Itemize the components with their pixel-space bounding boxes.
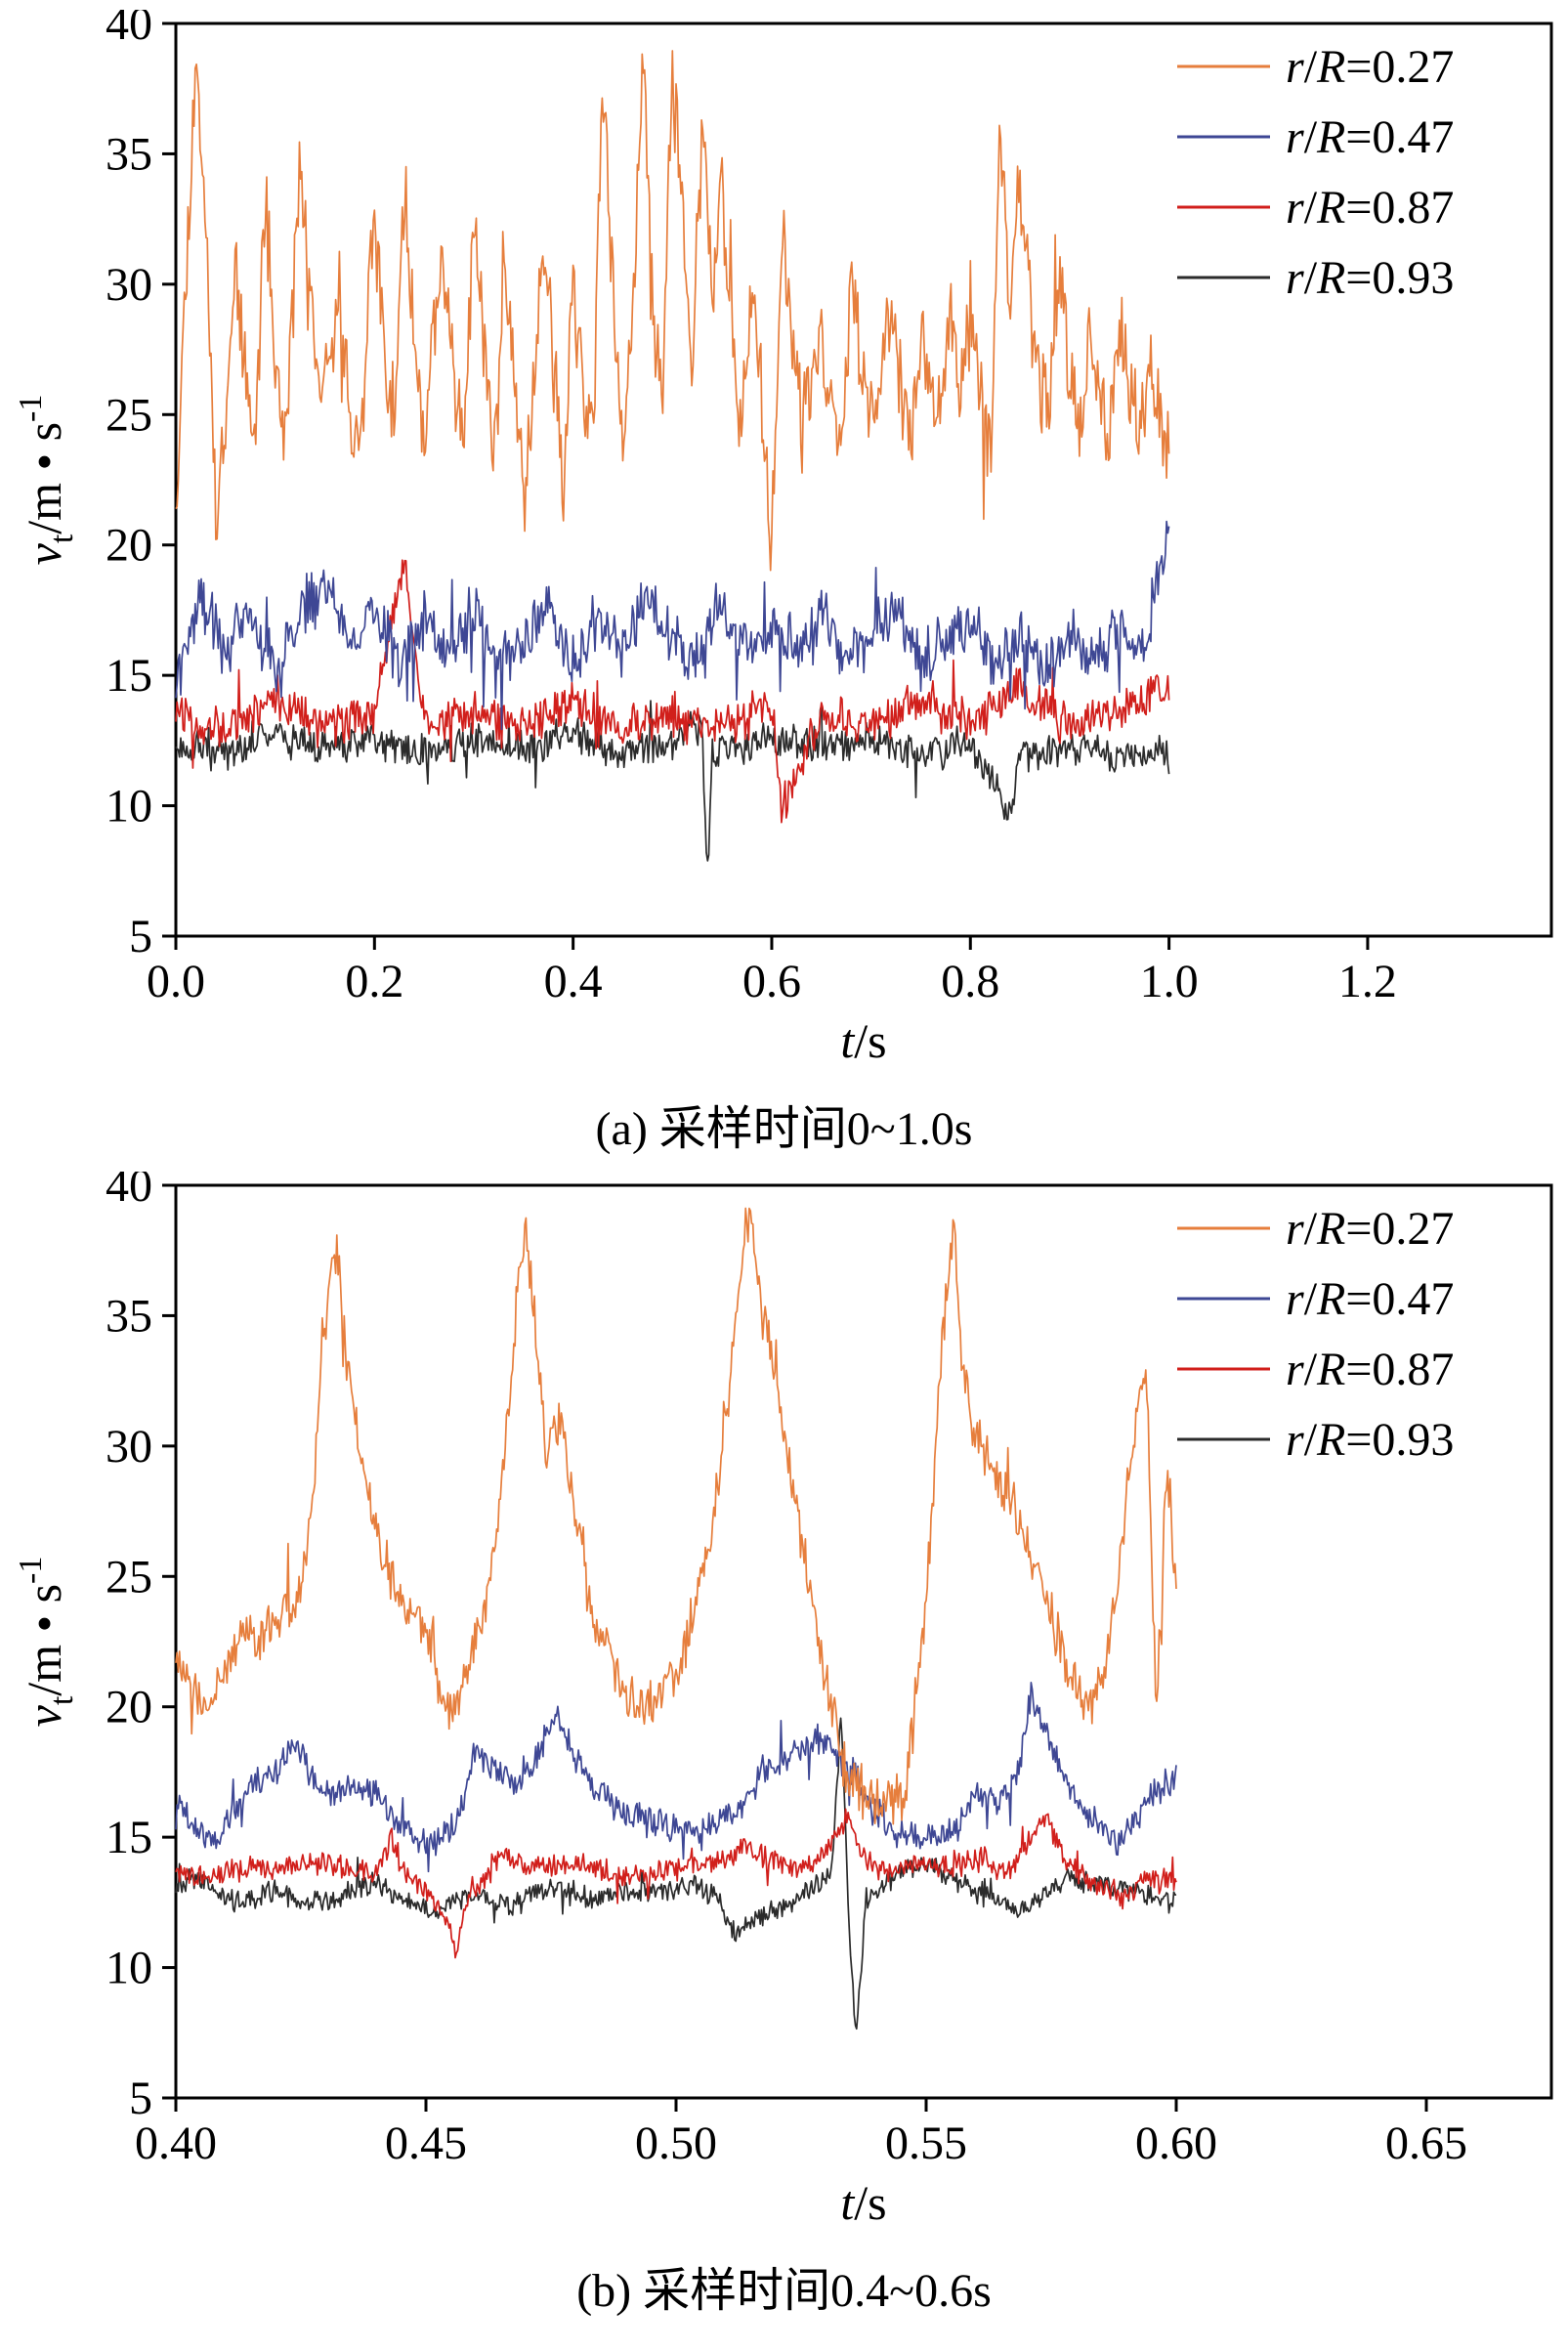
legend-entry: r/R=0.87: [1177, 1344, 1454, 1395]
series-line-0.93: [175, 700, 1170, 862]
y-tick-label: 20: [106, 520, 152, 572]
figure-a: 0.0 0.2 0.4 0.6 0.8 1.0 1.2 5 10 15 20 25 30 35 40 vt/m…: [0, 10, 1568, 1158]
y-axis-label: vt/m • s-1: [13, 395, 80, 566]
x-tick-label: 0.40: [135, 2117, 217, 2169]
x-tick-label: 1.0: [1140, 956, 1199, 1007]
legend-label: r/R=0.87: [1286, 182, 1454, 234]
x-tick-label: 0.0: [147, 956, 205, 1007]
y-tick-label: 10: [106, 781, 152, 833]
legend-label: r/R=0.93: [1286, 1414, 1454, 1466]
chart-b-caption: (b) 采样时间0.4~0.6s: [576, 2265, 992, 2317]
x-tick-label: 0.45: [385, 2117, 467, 2169]
chart-a-caption: (a) 采样时间0~1.0s: [595, 1103, 973, 1155]
x-tick-label: 0.4: [544, 956, 603, 1007]
y-tick-label: 20: [106, 1682, 152, 1733]
x-tick-label: 0.6: [742, 956, 801, 1007]
y-tick-label: 25: [106, 1551, 152, 1603]
y-tick-label: 5: [129, 911, 152, 962]
series-line-0.87: [175, 1808, 1177, 1959]
legend-entry: r/R=0.27: [1177, 1203, 1454, 1255]
y-tick-label: 30: [106, 1421, 152, 1473]
y-tick-label: 40: [106, 10, 152, 50]
y-tick-label: 5: [129, 2073, 152, 2124]
y-tick-label: 15: [106, 650, 152, 702]
y-tick-label: 40: [106, 1172, 152, 1212]
y-tick-label: 30: [106, 259, 152, 311]
chart-b: 0.40 0.45 0.50 0.55 0.60 0.65 5 10 15 20 25 30 35 40 v…: [13, 1172, 1553, 2230]
legend-label: r/R=0.93: [1286, 252, 1454, 304]
legend: r/R=0.27 r/R=0.47 r/R=0.87 r/R=0.93: [1177, 1203, 1454, 1466]
legend-entry: r/R=0.27: [1177, 41, 1454, 93]
series-line-0.27: [175, 1207, 1177, 1825]
x-axis-label: t/s: [840, 2175, 886, 2230]
x-axis-label: t/s: [840, 1013, 886, 1068]
y-axis-label: vt/m • s-1: [13, 1557, 80, 1728]
x-tick-label: 0.55: [885, 2117, 967, 2169]
y-tick-label: 35: [106, 128, 152, 180]
x-tick-label: 0.65: [1385, 2117, 1467, 2169]
y-tick-label: 35: [106, 1290, 152, 1342]
legend-entry: r/R=0.93: [1177, 252, 1454, 304]
legend-entry: r/R=0.47: [1177, 111, 1454, 163]
x-tick-label: 0.8: [941, 956, 999, 1007]
series-line-0.47: [175, 520, 1170, 731]
legend-label: r/R=0.47: [1286, 1273, 1454, 1325]
legend: r/R=0.27 r/R=0.47 r/R=0.87 r/R=0.93: [1177, 41, 1454, 304]
series-line-0.93: [175, 1717, 1177, 2031]
legend-label: r/R=0.27: [1286, 1203, 1454, 1255]
chart-a: 0.0 0.2 0.4 0.6 0.8 1.0 1.2 5 10 15 20 25 30 35 40 vt/m…: [13, 10, 1553, 1068]
legend-label: r/R=0.27: [1286, 41, 1454, 93]
x-tick-label: 0.2: [345, 956, 403, 1007]
y-tick-label: 15: [106, 1812, 152, 1863]
x-tick-label: 1.2: [1338, 956, 1397, 1007]
series-line-0.87: [175, 559, 1170, 824]
legend-label: r/R=0.87: [1286, 1344, 1454, 1395]
legend-entry: r/R=0.93: [1177, 1414, 1454, 1466]
series-line-0.47: [175, 1682, 1177, 1873]
figure-b: 0.40 0.45 0.50 0.55 0.60 0.65 5 10 15 20 25 30 35 40 v…: [0, 1172, 1568, 2320]
plot-frame: [174, 1183, 1553, 2100]
plot-frame: [174, 21, 1553, 938]
legend-entry: r/R=0.87: [1177, 182, 1454, 234]
x-tick-label: 0.60: [1135, 2117, 1217, 2169]
series-line-0.27: [175, 50, 1170, 572]
legend-entry: r/R=0.47: [1177, 1273, 1454, 1325]
y-tick-label: 10: [106, 1943, 152, 1994]
x-tick-label: 0.50: [635, 2117, 717, 2169]
legend-label: r/R=0.47: [1286, 111, 1454, 163]
y-tick-label: 25: [106, 389, 152, 441]
